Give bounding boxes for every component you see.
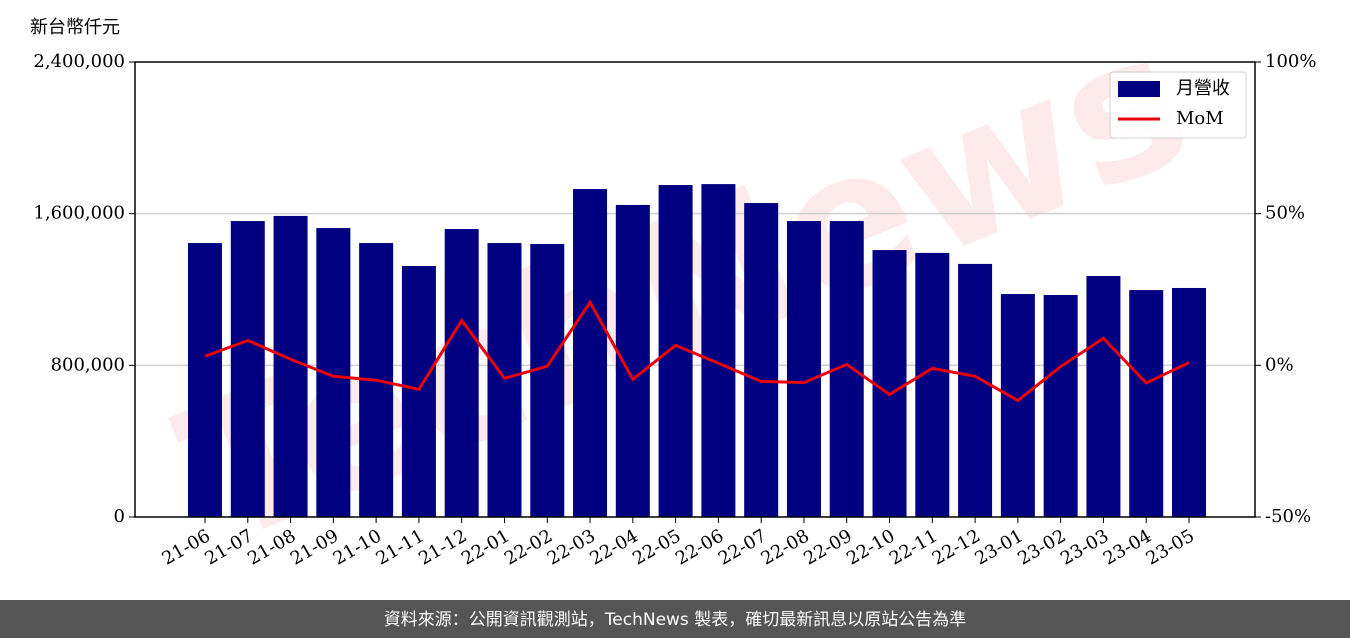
y2-tick-label: 100% [1265, 51, 1316, 72]
plot-frame [134, 61, 1256, 518]
bar [1172, 287, 1206, 517]
bar [915, 252, 950, 518]
bar [958, 263, 993, 517]
y-tick-label: 0 [114, 506, 125, 527]
bar [487, 243, 522, 518]
bar [1000, 294, 1035, 517]
bar [573, 189, 608, 518]
bar [872, 250, 907, 518]
y-tick-label: 800,000 [51, 354, 125, 375]
legend-label: 月營收 [1176, 78, 1230, 99]
bar [786, 221, 821, 517]
y2-tick-label: 50% [1265, 203, 1305, 224]
footer-bar [0, 600, 1350, 638]
y2-tick-label: 0% [1265, 354, 1294, 375]
bar [1129, 290, 1164, 517]
y-tick-label: 1,600,000 [33, 203, 125, 224]
bar [444, 229, 479, 517]
bar [1043, 294, 1078, 517]
y-axis-label: 新台幣仟元 [30, 17, 120, 38]
legend-label: MoM [1176, 108, 1224, 129]
y2-tick-label: -50% [1265, 506, 1311, 527]
bar [401, 265, 436, 517]
legend-swatch [1118, 81, 1160, 97]
bar [1086, 276, 1121, 517]
footer: 資料來源：公開資訊觀測站，TechNews 製表，確切最新訊息以原站公告為準 [384, 610, 966, 630]
y-tick-label: 2,400,000 [33, 51, 125, 72]
line [204, 299, 1190, 403]
bar [744, 203, 779, 518]
bar [273, 215, 308, 518]
bar [701, 184, 736, 517]
bar [530, 244, 565, 517]
bar [615, 204, 650, 517]
bar [188, 243, 222, 518]
bar [230, 221, 265, 517]
